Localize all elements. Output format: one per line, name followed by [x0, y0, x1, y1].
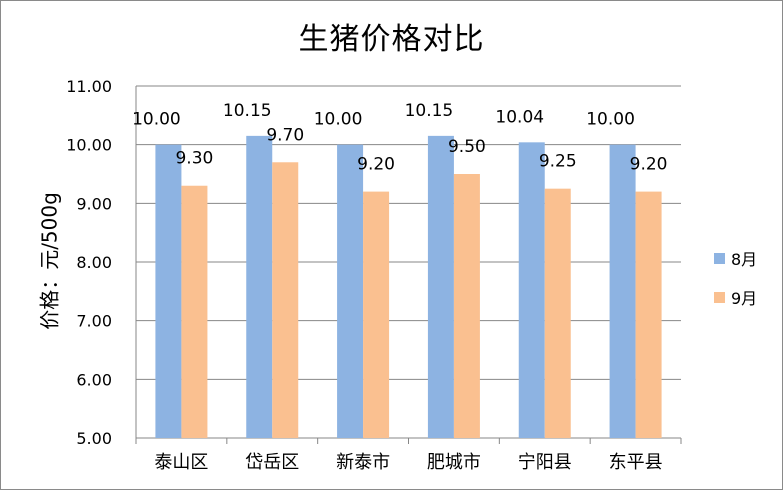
data-label-aug: 10.04 — [495, 107, 544, 127]
bar-aug — [609, 144, 636, 438]
y-tick-label: 9.00 — [76, 194, 112, 213]
chart-title: 生猪价格对比 — [298, 22, 485, 57]
data-label-aug: 10.00 — [314, 110, 363, 130]
data-label-aug: 10.15 — [405, 101, 454, 121]
data-label-sep: 9.50 — [448, 137, 486, 157]
bar-aug — [518, 142, 545, 438]
legend-label-aug: 8月 — [731, 250, 758, 269]
data-label-aug: 10.15 — [223, 101, 272, 121]
x-tick-label: 泰山区 — [154, 452, 208, 473]
bar-sep — [453, 174, 480, 438]
data-label-sep: 9.30 — [175, 149, 213, 169]
legend-item-aug: 8月 — [714, 246, 757, 270]
y-tick-label: 10.00 — [66, 136, 112, 155]
legend-swatch-aug — [714, 252, 725, 264]
bar-sep — [181, 185, 208, 438]
y-tick-label: 11.00 — [66, 77, 112, 96]
x-tick-label: 宁阳县 — [518, 452, 572, 473]
data-label-sep: 9.20 — [357, 155, 395, 175]
y-tick-label: 8.00 — [76, 253, 112, 272]
data-label-sep: 9.20 — [630, 155, 668, 175]
legend-swatch-sep — [714, 291, 725, 303]
bar-sep — [635, 191, 662, 438]
bar-aug — [246, 135, 273, 438]
y-tick-label: 6.00 — [76, 370, 112, 389]
data-label-aug: 10.00 — [586, 110, 635, 130]
bar-aug — [427, 135, 454, 438]
x-tick-label: 东平县 — [609, 452, 663, 473]
data-label-sep: 9.70 — [266, 125, 304, 145]
bar-sep — [272, 162, 299, 438]
y-tick-label: 7.00 — [76, 312, 112, 331]
y-tick-label: 5.00 — [76, 429, 112, 448]
x-tick-label: 岱岳区 — [245, 452, 299, 473]
x-tick-label: 肥城市 — [427, 452, 481, 473]
x-tick-label: 新泰市 — [336, 452, 390, 473]
bar-sep — [363, 191, 390, 438]
bar-aug — [155, 144, 182, 438]
bar-sep — [544, 188, 571, 438]
legend-item-sep: 9月 — [714, 285, 757, 309]
legend-label-sep: 9月 — [731, 289, 758, 308]
bar-aug — [337, 144, 364, 438]
data-label-aug: 10.00 — [132, 110, 181, 130]
data-label-sep: 9.25 — [539, 152, 577, 172]
